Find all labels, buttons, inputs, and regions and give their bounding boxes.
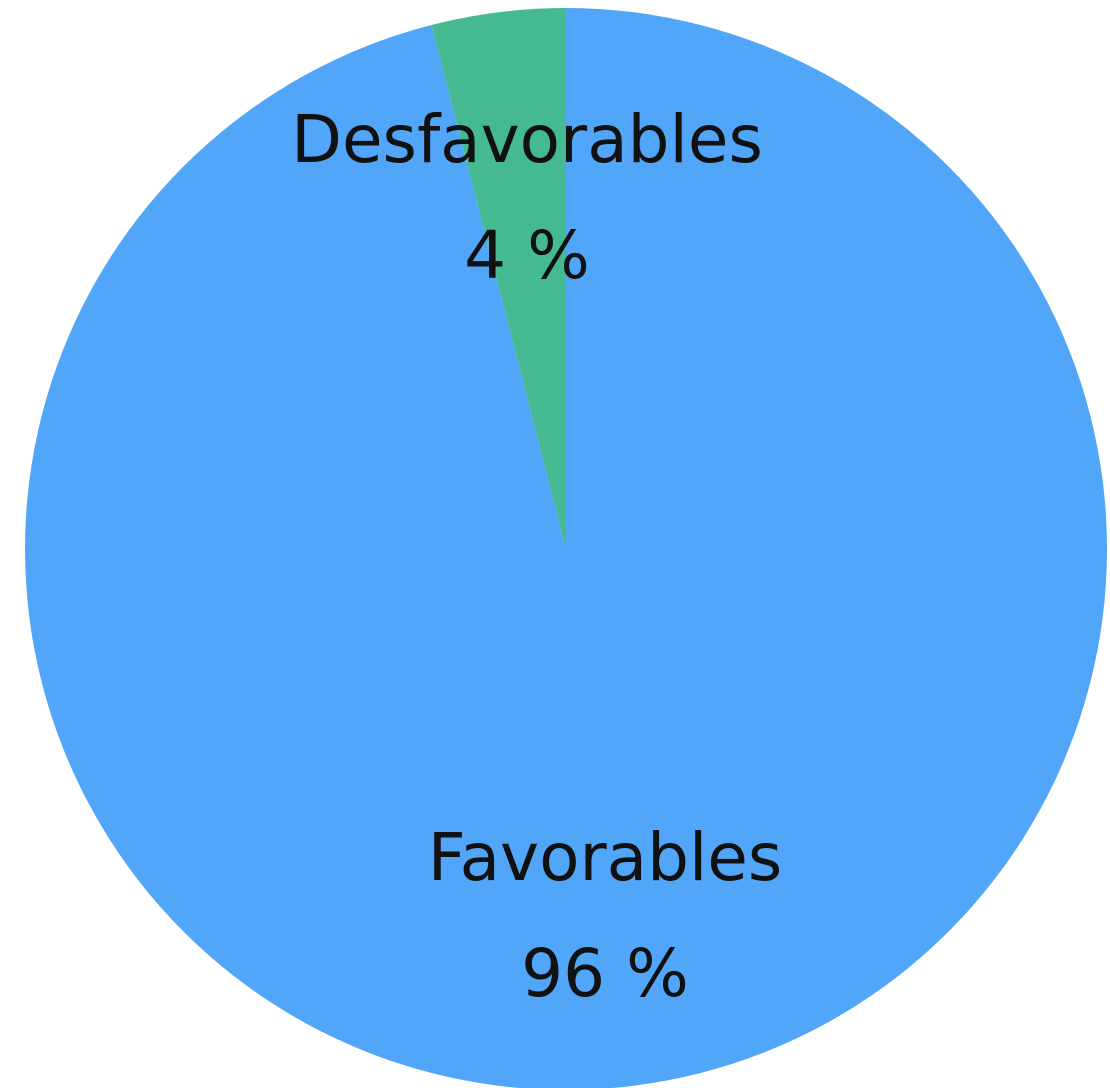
slice-value-desfavorables: 4 % (464, 217, 590, 294)
pie-slice-desfavorables (431, 8, 566, 549)
pie-slice-favorables (25, 8, 1108, 1088)
slice-value-favorables: 96 % (521, 935, 689, 1012)
slice-label-desfavorables: Desfavorables (291, 101, 763, 178)
slice-label-favorables: Favorables (428, 819, 783, 896)
pie-slices (25, 8, 1108, 1088)
